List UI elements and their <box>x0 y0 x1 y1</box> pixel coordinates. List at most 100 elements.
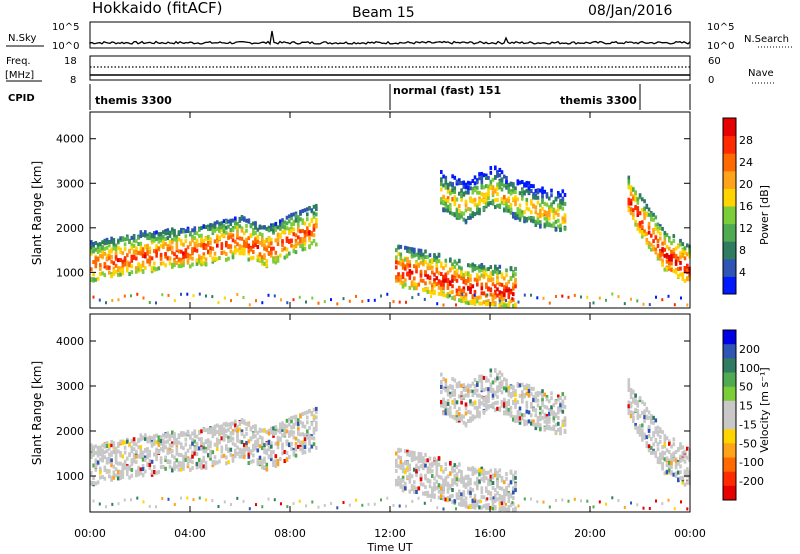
velocity-cell <box>663 434 667 439</box>
velocity-cell <box>315 410 318 415</box>
power-cell <box>243 231 246 236</box>
power-cell <box>395 278 398 283</box>
velocity-cell <box>114 455 118 460</box>
power-cell <box>227 235 230 240</box>
velocity-cell <box>444 388 448 393</box>
power-cell <box>507 303 511 307</box>
power-cell <box>399 262 403 267</box>
power-cell <box>458 204 461 209</box>
power-cell <box>464 281 468 286</box>
velocity-cell <box>507 399 511 404</box>
velocity-cell <box>492 496 495 500</box>
power-cell <box>661 241 664 246</box>
power-cell <box>114 252 118 257</box>
power-cell <box>505 268 508 273</box>
velocity-cell <box>494 368 497 373</box>
velocity-cell <box>211 426 215 431</box>
station-title: Hokkaido (fitACF) <box>92 0 223 17</box>
power-cell <box>670 261 673 266</box>
velocity-cell <box>265 451 269 456</box>
power-colorbar-swatch <box>723 135 736 154</box>
velocity-cell <box>265 462 269 467</box>
velocity-cell <box>198 446 201 451</box>
power-cell <box>123 294 126 298</box>
power-cell <box>444 272 448 277</box>
velocity-cell <box>92 449 95 454</box>
velocity-cell <box>654 438 658 443</box>
power-cell <box>632 216 635 220</box>
power-cell <box>310 241 314 246</box>
velocity-cell <box>467 392 470 397</box>
velocity-cell <box>683 459 687 464</box>
velocity-cell <box>207 427 210 432</box>
cpid-label: CPID <box>8 93 35 104</box>
power-cell <box>611 292 614 296</box>
power-cell <box>487 287 490 292</box>
velocity-cell <box>234 451 237 456</box>
velocity-cell <box>426 469 430 474</box>
power-cell <box>489 186 493 191</box>
velocity-cell <box>279 437 282 442</box>
velocity-cell <box>419 452 423 457</box>
power-cell <box>476 299 479 304</box>
velocity-cell <box>222 432 226 437</box>
velocity-cell <box>408 476 412 481</box>
velocity-cell <box>428 479 432 484</box>
power-cell <box>119 272 122 277</box>
power-cell <box>478 295 481 300</box>
power-cell <box>209 241 212 245</box>
velocity-cell <box>647 428 651 433</box>
velocity-cell <box>265 442 269 447</box>
velocity-cell <box>168 437 172 442</box>
power-cell <box>173 260 176 265</box>
power-cell <box>254 225 257 230</box>
velocity-cell <box>482 495 486 500</box>
power-cell <box>205 294 207 298</box>
power-cell <box>270 241 273 246</box>
power-cell <box>222 233 226 238</box>
velocity-cell <box>292 502 295 506</box>
power-cell <box>211 223 215 228</box>
power-cell <box>673 303 676 307</box>
power-cell <box>464 272 468 277</box>
velocity-cell <box>672 451 676 456</box>
velocity-cell <box>446 487 450 492</box>
power-cell <box>130 235 134 240</box>
velocity-cell <box>198 496 201 500</box>
velocity-cell <box>617 499 620 502</box>
velocity-cell <box>310 421 314 426</box>
power-cell <box>270 250 273 255</box>
power-cell <box>563 213 567 218</box>
power-cell <box>433 283 436 288</box>
power-cell <box>110 274 113 279</box>
velocity-cell <box>195 434 199 439</box>
velocity-cell <box>550 396 553 401</box>
velocity-cell <box>204 465 208 470</box>
power-cell <box>272 259 275 264</box>
power-cell <box>276 234 280 238</box>
power-cell <box>617 295 620 299</box>
power-cell <box>469 287 472 292</box>
power-cell <box>645 240 649 245</box>
power-cell <box>435 267 439 272</box>
velocity-cell <box>480 490 484 495</box>
velocity-cell <box>430 498 432 502</box>
power-cell <box>455 261 459 266</box>
velocity-cell <box>509 405 513 410</box>
velocity-cell <box>672 457 676 462</box>
power-cell <box>487 267 490 271</box>
velocity-cell <box>467 466 470 471</box>
cpid-segment-2: normal (fast) 151 <box>393 84 501 97</box>
power-cell <box>123 242 127 247</box>
power-cell <box>255 299 257 303</box>
power-cell <box>442 199 445 204</box>
velocity-cell <box>301 412 305 416</box>
power-cell <box>464 300 468 305</box>
power-cell <box>294 213 298 218</box>
velocity-cell <box>182 432 185 437</box>
velocity-cell <box>261 446 264 451</box>
velocity-cell <box>440 484 443 488</box>
velocity-cell <box>496 400 499 405</box>
velocity-cell <box>240 454 244 459</box>
power-cell <box>110 239 113 244</box>
